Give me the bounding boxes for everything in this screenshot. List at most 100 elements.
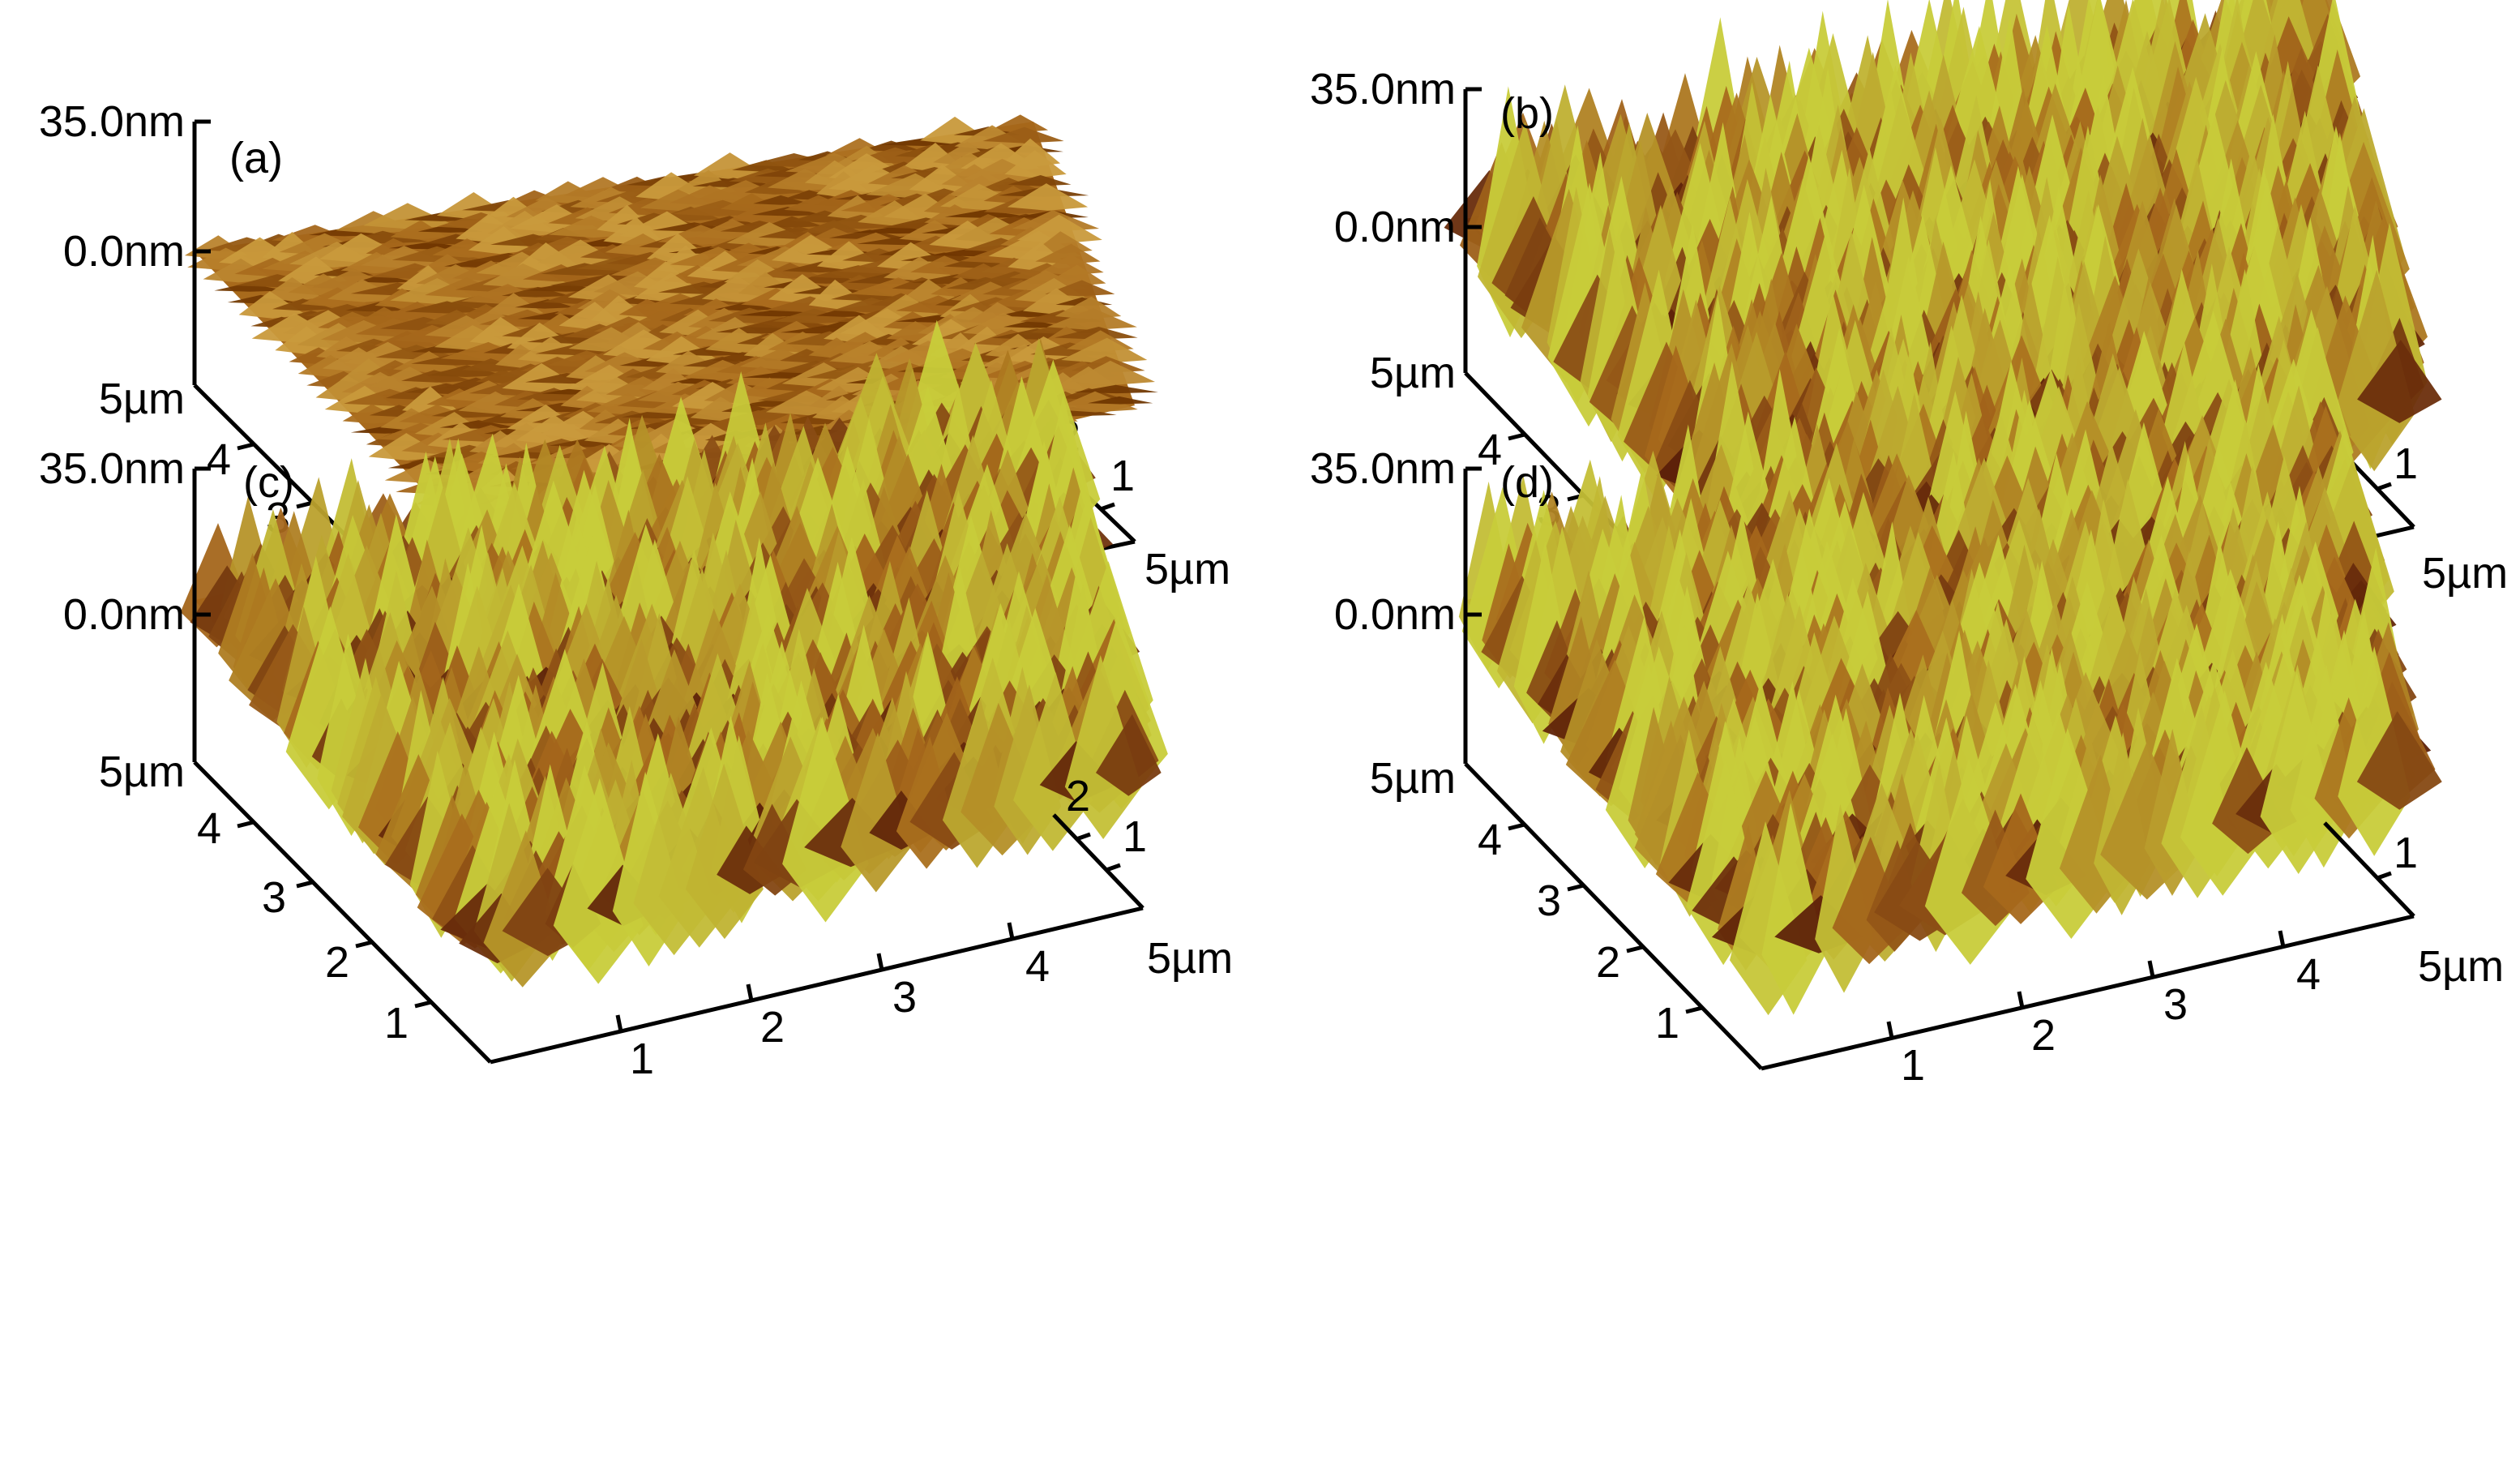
surface-peak bbox=[2356, 711, 2442, 810]
front-axis-line bbox=[1761, 914, 2415, 1071]
front-end-label: 5µm bbox=[1147, 934, 1233, 983]
right-tick bbox=[1106, 863, 1121, 872]
right-tick bbox=[1100, 502, 1115, 512]
surface-peak bbox=[720, 193, 781, 212]
surface-peak bbox=[954, 125, 1029, 150]
surface-peak bbox=[728, 204, 786, 223]
surface-peak bbox=[1069, 360, 1156, 385]
surface-peak bbox=[427, 365, 504, 377]
front-tick-label: 2 bbox=[760, 1003, 785, 1052]
surface-peak bbox=[782, 261, 857, 273]
surface-peak bbox=[1061, 337, 1148, 364]
front-tick-label: 4 bbox=[2296, 950, 2321, 999]
front-end-label: 5µm bbox=[2422, 549, 2508, 598]
surface-peak bbox=[940, 183, 1025, 211]
right-tick-label: 1 bbox=[1123, 812, 1147, 861]
z-max-label: 35.0nm bbox=[39, 97, 185, 146]
surface-peak bbox=[779, 349, 838, 363]
surface-peak bbox=[978, 177, 1040, 192]
front-tick-label: 4 bbox=[1025, 942, 1050, 991]
front-tick bbox=[876, 953, 884, 971]
back-corner-label: 5µm bbox=[1370, 349, 1456, 397]
surface-peak bbox=[782, 716, 869, 923]
z-max-label: 35.0nm bbox=[1310, 65, 1456, 114]
front-end-label: 5µm bbox=[1144, 545, 1230, 593]
panel-label: (a) bbox=[229, 134, 283, 182]
axes bbox=[192, 466, 1144, 1065]
surface-peak bbox=[390, 220, 447, 240]
surface-peak bbox=[901, 279, 959, 303]
z-zero-label: 0.0nm bbox=[63, 590, 185, 639]
surface-peak bbox=[312, 268, 396, 290]
front-tick-label: 1 bbox=[630, 1035, 654, 1083]
surface-peak bbox=[700, 180, 787, 201]
surface-peak bbox=[1015, 277, 1090, 304]
surface-peak bbox=[862, 140, 919, 152]
surface-peak bbox=[272, 298, 334, 311]
front-tick bbox=[2278, 930, 2286, 948]
left-tick bbox=[237, 442, 255, 451]
front-tick bbox=[2147, 960, 2155, 978]
surface-peak bbox=[345, 302, 404, 312]
front-tick bbox=[2017, 991, 2025, 1009]
surface-peak bbox=[424, 234, 495, 245]
axes bbox=[1463, 466, 2415, 1071]
surface-peak bbox=[672, 199, 766, 216]
surface-peak bbox=[461, 358, 528, 372]
right-tick bbox=[2377, 482, 2392, 491]
left-axis-line bbox=[1464, 762, 1763, 1070]
surface-peak bbox=[482, 263, 571, 289]
surface-peak bbox=[214, 283, 286, 292]
panel-label: (c) bbox=[243, 458, 294, 507]
front-tick-label: 3 bbox=[2163, 980, 2188, 1029]
z-max-label: 35.0nm bbox=[39, 444, 185, 493]
surface-peak bbox=[790, 210, 859, 223]
surface-peak bbox=[363, 203, 455, 229]
surface-peak bbox=[2334, 269, 2415, 472]
surface-peak bbox=[1761, 803, 1825, 1015]
left-tick-label: 1 bbox=[384, 999, 409, 1048]
surface-peak bbox=[458, 391, 534, 414]
front-axis-line bbox=[490, 906, 1144, 1065]
left-tick bbox=[1508, 432, 1525, 441]
surface-peak bbox=[633, 272, 710, 302]
surface-peak bbox=[388, 242, 468, 250]
surface-peak bbox=[1013, 672, 1093, 851]
surface-peak bbox=[590, 295, 652, 324]
surface-peak bbox=[262, 277, 323, 302]
surface-peak bbox=[515, 299, 575, 309]
back-corner-label: 5µm bbox=[1370, 754, 1456, 803]
surface-peak bbox=[402, 386, 458, 414]
surface-peak bbox=[674, 169, 737, 195]
surface-peak bbox=[693, 152, 767, 179]
surface-peak bbox=[614, 294, 670, 305]
surface-peak bbox=[1095, 713, 1162, 796]
surface-peak bbox=[901, 142, 964, 172]
left-tick-label: 3 bbox=[262, 873, 286, 922]
surface-peak bbox=[357, 274, 413, 283]
right-tick-label: 2 bbox=[1066, 772, 1090, 821]
z-zero-label: 0.0nm bbox=[1334, 203, 1456, 251]
surface-peak bbox=[400, 370, 473, 383]
left-tick bbox=[414, 1000, 432, 1009]
right-tick-label: 1 bbox=[2394, 439, 2418, 488]
z-zero-label: 0.0nm bbox=[63, 227, 185, 276]
surface-peak bbox=[629, 310, 688, 329]
surface-peak bbox=[516, 388, 587, 401]
surface-peak bbox=[461, 284, 550, 305]
surface-peak bbox=[1046, 264, 1106, 286]
surface-peak bbox=[549, 437, 631, 448]
left-tick bbox=[296, 500, 314, 509]
front-tick-label: 3 bbox=[892, 973, 917, 1022]
front-tick bbox=[1007, 922, 1015, 940]
left-tick bbox=[1508, 822, 1525, 831]
surface-peak bbox=[432, 238, 506, 258]
surface-peak bbox=[742, 316, 834, 329]
surface-topography bbox=[184, 114, 1158, 559]
surface-peak bbox=[732, 160, 793, 172]
surface-peak bbox=[501, 286, 571, 298]
surface-peak bbox=[714, 302, 777, 311]
surface-peak bbox=[2357, 340, 2442, 423]
front-end-label: 5µm bbox=[2418, 942, 2504, 991]
